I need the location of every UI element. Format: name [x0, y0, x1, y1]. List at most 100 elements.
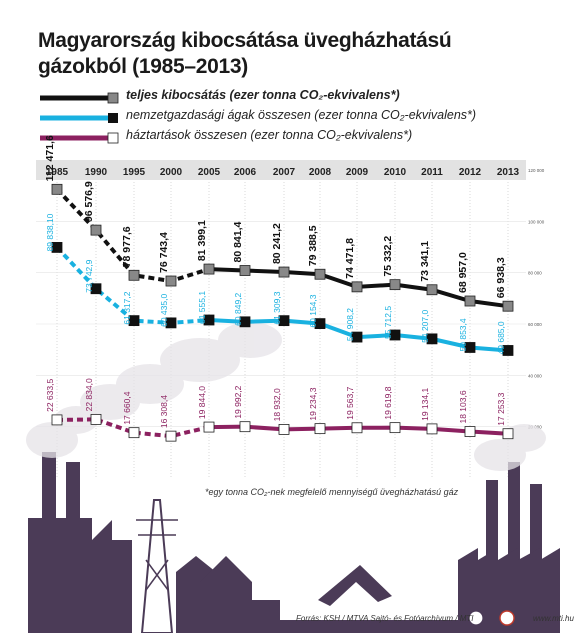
year-label: 2005 [198, 167, 221, 178]
data-label-economy: 60 435,0 [159, 294, 169, 327]
data-label-economy: 54 908,2 [345, 308, 355, 341]
data-point-economy [165, 317, 177, 329]
mti-logo-icon [468, 610, 515, 626]
year-label: 2008 [309, 167, 332, 178]
chart-title: Magyarország kibocsátása üvegházhatású g… [38, 29, 452, 78]
year-label: 2013 [497, 167, 520, 178]
data-point-economy [203, 314, 215, 326]
data-point-households [502, 428, 514, 440]
data-label-households: 17 660,4 [122, 391, 132, 424]
data-point-total [502, 300, 514, 312]
data-point-total [203, 263, 215, 275]
data-point-households [464, 426, 476, 437]
data-label-total: 76 743,4 [158, 232, 170, 273]
data-point-economy [464, 342, 476, 353]
data-point-total [389, 279, 401, 291]
data-point-households [203, 421, 215, 433]
data-label-economy: 60 154,3 [308, 294, 318, 327]
data-point-economy [90, 283, 102, 295]
source-credit: Forrás: KSH / MTVA Sajtó- és Fotóarchívu… [296, 614, 474, 623]
data-point-total [351, 281, 363, 293]
data-label-households: 19 844,0 [197, 386, 207, 419]
data-label-total: 81 399,1 [196, 220, 208, 261]
data-label-total: 68 957,0 [457, 252, 469, 293]
data-point-total [165, 275, 177, 287]
data-point-households [314, 423, 326, 435]
data-label-economy: 89 838,10 [45, 213, 55, 251]
data-label-total: 80 241,2 [271, 223, 283, 264]
year-label: 2011 [421, 167, 443, 178]
y-tick-label: 100 000 [528, 219, 545, 224]
legend-swatch-total [40, 92, 119, 104]
data-label-households: 18 932,0 [272, 388, 282, 421]
data-label-households: 16 308,4 [159, 395, 169, 428]
legend-label-households: háztartások összesen (ezer tonna CO₂-ekv… [126, 128, 413, 142]
year-label: 2006 [234, 167, 257, 178]
data-point-economy [389, 329, 401, 341]
y-tick-label: 40 000 [528, 373, 542, 378]
data-label-economy: 50 853,4 [458, 318, 468, 351]
legend-swatch-economy [40, 113, 118, 123]
data-point-households [426, 423, 438, 435]
data-point-total [90, 224, 102, 236]
data-label-total: 75 332,2 [382, 236, 394, 277]
y-tick-label: 80 000 [528, 271, 542, 276]
y-tick-label: 60 000 [528, 322, 542, 327]
data-point-households [51, 414, 63, 426]
data-point-economy [128, 315, 140, 327]
data-label-economy: 61 309,3 [272, 291, 282, 324]
data-point-economy [51, 242, 63, 253]
data-label-total: 73 341,1 [419, 241, 431, 282]
data-label-total: 96 576,9 [83, 181, 95, 222]
industrial-skyline-icon [28, 452, 560, 633]
data-point-economy [426, 333, 438, 345]
data-label-total: 78 977,6 [121, 226, 133, 267]
data-label-economy: 61 317,2 [122, 291, 132, 324]
mtva-logo-ring [499, 610, 515, 626]
data-point-economy [502, 345, 514, 356]
year-label: 1995 [123, 167, 146, 178]
data-label-economy: 54 207,0 [420, 310, 430, 343]
data-point-total [426, 284, 438, 296]
data-label-total: 79 388,5 [307, 225, 319, 266]
data-point-economy [314, 318, 326, 330]
data-point-economy [239, 316, 251, 328]
legend-label-economy: nemzetgazdasági ágak összesen (ezer tonn… [126, 108, 477, 122]
data-point-total [314, 268, 326, 280]
data-label-total: 74 471,8 [344, 238, 356, 279]
data-label-economy: 60 849,2 [233, 292, 243, 325]
data-label-households: 19 563,7 [345, 386, 355, 419]
y-tick-label: 120 000 [528, 168, 545, 173]
mti-logo-ring [468, 610, 484, 626]
legend-label-total: teljes kibocsátás (ezer tonna CO₂-ekviva… [126, 88, 400, 102]
data-label-households: 19 619,8 [383, 386, 393, 419]
data-point-households [239, 421, 251, 433]
data-label-economy: 73 742,9 [84, 259, 94, 292]
data-point-economy [278, 315, 290, 327]
data-label-economy: 61 555,1 [197, 291, 207, 324]
data-label-households: 19 134,1 [420, 388, 430, 421]
year-label: 2007 [273, 167, 296, 178]
year-label: 1985 [46, 167, 69, 178]
data-label-total: 66 938,3 [495, 257, 507, 298]
data-point-households [389, 422, 401, 434]
data-label-total: 80 841,4 [232, 221, 244, 262]
data-point-total [464, 295, 476, 307]
data-label-total: 112 471,6 [44, 135, 56, 181]
data-label-households: 19 234,3 [308, 387, 318, 420]
footnote: *egy tonna CO₂-nek megfelelő mennyiségű … [205, 487, 459, 497]
year-label: 2009 [346, 167, 369, 178]
data-point-households [351, 422, 363, 434]
data-point-households [278, 424, 290, 435]
legend-swatch-households [40, 132, 119, 144]
data-label-economy: 49 685,0 [496, 321, 506, 354]
year-label: 1990 [85, 167, 108, 178]
year-label: 2010 [384, 167, 407, 178]
data-point-households [128, 427, 140, 439]
data-point-households [165, 430, 177, 442]
data-label-households: 22 633,5 [45, 379, 55, 412]
year-label: 2012 [459, 167, 482, 178]
data-label-households: 19 992,2 [233, 385, 243, 418]
data-label-households: 17 253,3 [496, 392, 506, 425]
